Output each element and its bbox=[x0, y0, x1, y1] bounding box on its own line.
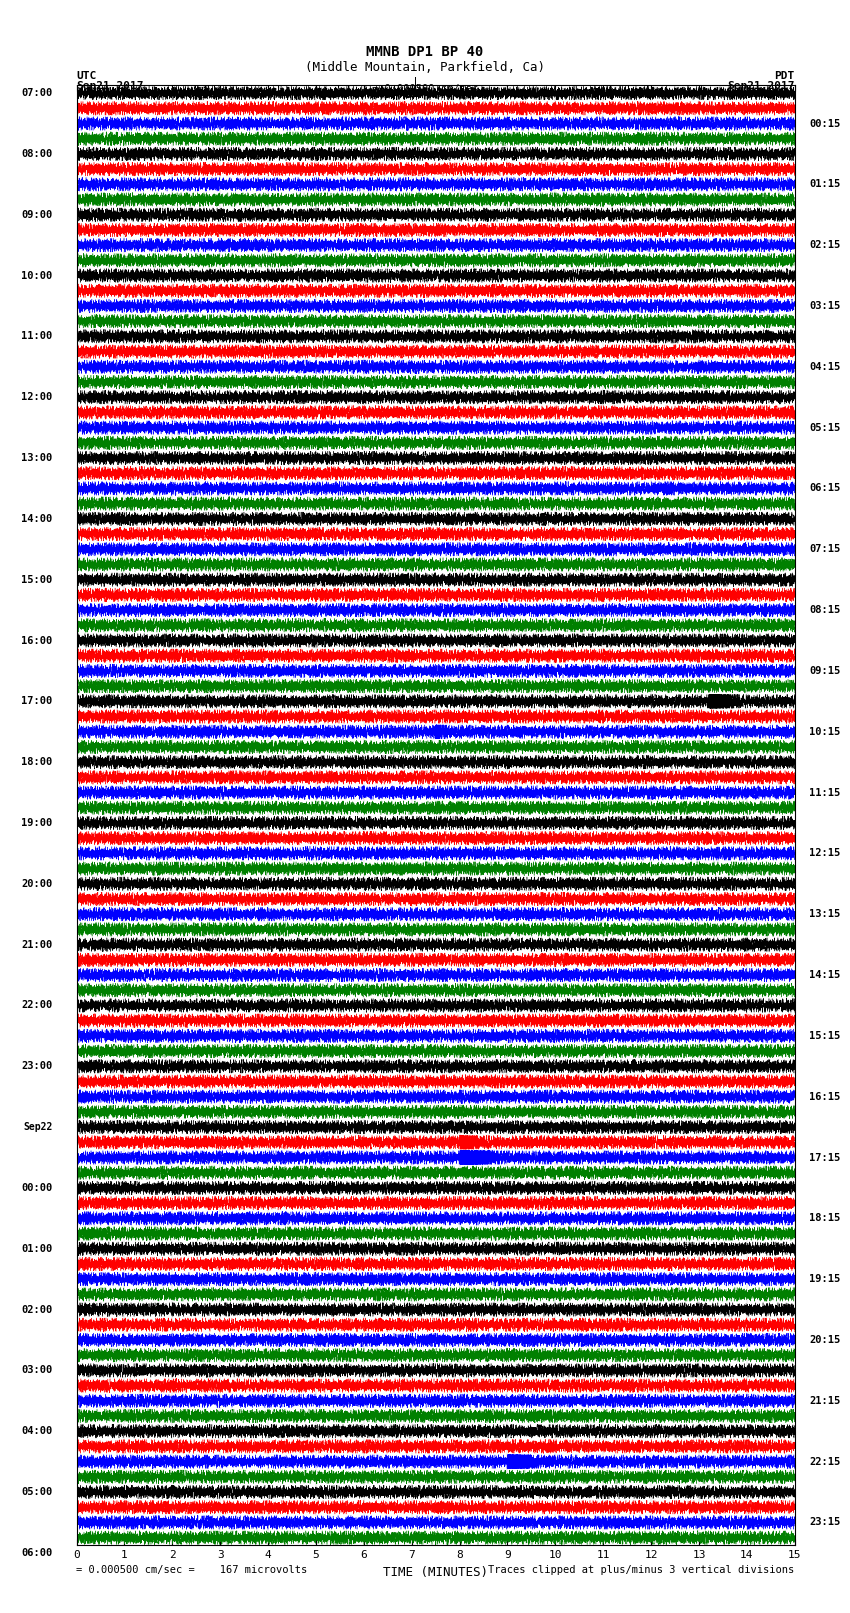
Text: 15:15: 15:15 bbox=[809, 1031, 841, 1040]
Text: 18:00: 18:00 bbox=[21, 756, 53, 768]
Text: 07:15: 07:15 bbox=[809, 544, 841, 555]
Text: 18:15: 18:15 bbox=[809, 1213, 841, 1223]
Text: 02:15: 02:15 bbox=[809, 240, 841, 250]
Text: 05:00: 05:00 bbox=[21, 1487, 53, 1497]
Text: 19:00: 19:00 bbox=[21, 818, 53, 827]
Text: 00:15: 00:15 bbox=[809, 118, 841, 129]
Text: 20:00: 20:00 bbox=[21, 879, 53, 889]
X-axis label: TIME (MINUTES): TIME (MINUTES) bbox=[383, 1566, 488, 1579]
Text: 12:15: 12:15 bbox=[809, 848, 841, 858]
Text: 14:00: 14:00 bbox=[21, 515, 53, 524]
Text: 04:15: 04:15 bbox=[809, 361, 841, 373]
Text: 00:00: 00:00 bbox=[21, 1182, 53, 1194]
Text: 23:15: 23:15 bbox=[809, 1518, 841, 1528]
Text: 17:00: 17:00 bbox=[21, 697, 53, 706]
Text: MMNB DP1 BP 40: MMNB DP1 BP 40 bbox=[366, 45, 484, 60]
Text: 20:15: 20:15 bbox=[809, 1336, 841, 1345]
Text: 21:15: 21:15 bbox=[809, 1395, 841, 1407]
Text: 22:15: 22:15 bbox=[809, 1457, 841, 1466]
Text: 22:00: 22:00 bbox=[21, 1000, 53, 1010]
Text: 02:00: 02:00 bbox=[21, 1305, 53, 1315]
Text: 17:15: 17:15 bbox=[809, 1153, 841, 1163]
Text: 13:15: 13:15 bbox=[809, 910, 841, 919]
Text: PDT: PDT bbox=[774, 71, 795, 81]
Text: 09:00: 09:00 bbox=[21, 210, 53, 219]
Text: 16:15: 16:15 bbox=[809, 1092, 841, 1102]
Text: 06:00: 06:00 bbox=[21, 1548, 53, 1558]
Text: = 0.000500 cm/sec =    167 microvolts: = 0.000500 cm/sec = 167 microvolts bbox=[76, 1565, 308, 1574]
Text: 14:15: 14:15 bbox=[809, 969, 841, 981]
Text: 06:15: 06:15 bbox=[809, 484, 841, 494]
Text: 03:00: 03:00 bbox=[21, 1365, 53, 1376]
Text: 08:15: 08:15 bbox=[809, 605, 841, 615]
Text: 11:00: 11:00 bbox=[21, 331, 53, 342]
Text: = 0.000500 cm/sec: = 0.000500 cm/sec bbox=[371, 84, 478, 94]
Text: 15:00: 15:00 bbox=[21, 574, 53, 584]
Text: 01:00: 01:00 bbox=[21, 1244, 53, 1253]
Text: Sep22: Sep22 bbox=[23, 1123, 53, 1132]
Text: (Middle Mountain, Parkfield, Ca): (Middle Mountain, Parkfield, Ca) bbox=[305, 61, 545, 74]
Text: 03:15: 03:15 bbox=[809, 302, 841, 311]
Text: 04:00: 04:00 bbox=[21, 1426, 53, 1436]
Text: 01:15: 01:15 bbox=[809, 179, 841, 189]
Text: Sep21,2017: Sep21,2017 bbox=[728, 81, 795, 90]
Text: Sep21,2017: Sep21,2017 bbox=[76, 81, 144, 90]
Text: 07:00: 07:00 bbox=[21, 89, 53, 98]
Text: UTC: UTC bbox=[76, 71, 97, 81]
Text: 23:00: 23:00 bbox=[21, 1061, 53, 1071]
Text: 09:15: 09:15 bbox=[809, 666, 841, 676]
Text: 05:15: 05:15 bbox=[809, 423, 841, 432]
Text: 12:00: 12:00 bbox=[21, 392, 53, 402]
Text: 08:00: 08:00 bbox=[21, 148, 53, 160]
Text: 10:15: 10:15 bbox=[809, 727, 841, 737]
Text: 21:00: 21:00 bbox=[21, 940, 53, 950]
Text: 19:15: 19:15 bbox=[809, 1274, 841, 1284]
Text: 13:00: 13:00 bbox=[21, 453, 53, 463]
Text: 16:00: 16:00 bbox=[21, 636, 53, 645]
Text: 11:15: 11:15 bbox=[809, 787, 841, 797]
Text: 10:00: 10:00 bbox=[21, 271, 53, 281]
Text: Traces clipped at plus/minus 3 vertical divisions: Traces clipped at plus/minus 3 vertical … bbox=[489, 1565, 795, 1574]
